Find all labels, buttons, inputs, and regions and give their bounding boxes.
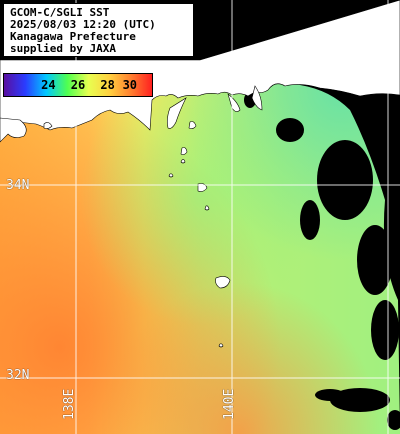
timestamp: 2025/08/03 12:20 (UTC) [10, 18, 156, 31]
land-honshu [0, 0, 400, 131]
lat-label-32n: 32N [6, 368, 30, 383]
lat-label-34n: 34N [6, 178, 30, 193]
credit-line: supplied by JAXA [10, 42, 116, 55]
islands [43, 121, 231, 348]
legend-tick-28: 28 [100, 78, 115, 92]
land-boso-peninsula [251, 85, 263, 111]
land-kii-west [0, 117, 27, 143]
product-title: GCOM-C/SGLI SST [10, 6, 110, 19]
lon-label-138e: 138E [62, 388, 77, 420]
region-name: Kanagawa Prefecture [10, 30, 136, 43]
legend-tick-26: 26 [70, 78, 86, 92]
legend-tick-24: 24 [41, 78, 56, 92]
color-scale-bar [4, 74, 152, 96]
legend-tick-30: 30 [122, 78, 138, 92]
info-panel: GCOM-C/SGLI SST 2025/08/03 12:20 (UTC) K… [3, 3, 194, 57]
color-scale-legend: 24 26 28 30 [3, 73, 153, 97]
land-izu-peninsula [167, 93, 241, 129]
lon-label-140e: 140E [222, 388, 237, 420]
